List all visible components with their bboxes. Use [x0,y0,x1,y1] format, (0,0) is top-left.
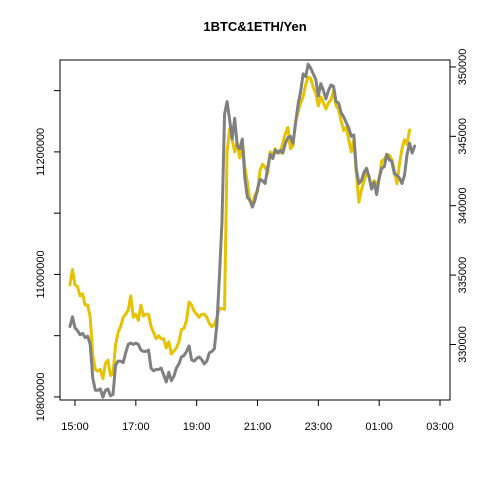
left-tick-label: 11200000 [35,128,47,176]
series-layer [68,62,417,399]
right-axis: 330000 335000 340000 345000 350000 [450,49,469,363]
left-axis: 10800000 11000000 11200000 [35,90,60,421]
x-tick-label: 23:00 [305,421,333,433]
x-tick-label: 19:00 [183,421,211,433]
left-tick-label: 11000000 [35,250,47,298]
x-tick-label: 17:00 [122,421,150,433]
x-axis: 15:00 17:00 19:00 21:00 23:00 01:00 03:00 [61,400,454,433]
right-tick-label: 345000 [457,118,469,155]
x-tick-label: 03:00 [426,421,454,433]
right-tick-label: 330000 [457,326,469,363]
right-tick-label: 340000 [457,187,469,224]
series-line-right [68,62,417,399]
x-tick-label: 01:00 [365,421,393,433]
right-tick-label: 335000 [457,257,469,294]
chart-title: 1BTC&1ETH/Yen [203,19,306,34]
left-tick-label: 10800000 [35,372,47,421]
plot-frame [59,59,451,401]
series-line-left [68,75,412,381]
x-tick-label: 15:00 [61,421,89,433]
right-tick-label: 350000 [457,49,469,86]
x-tick-label: 21:00 [244,421,272,433]
